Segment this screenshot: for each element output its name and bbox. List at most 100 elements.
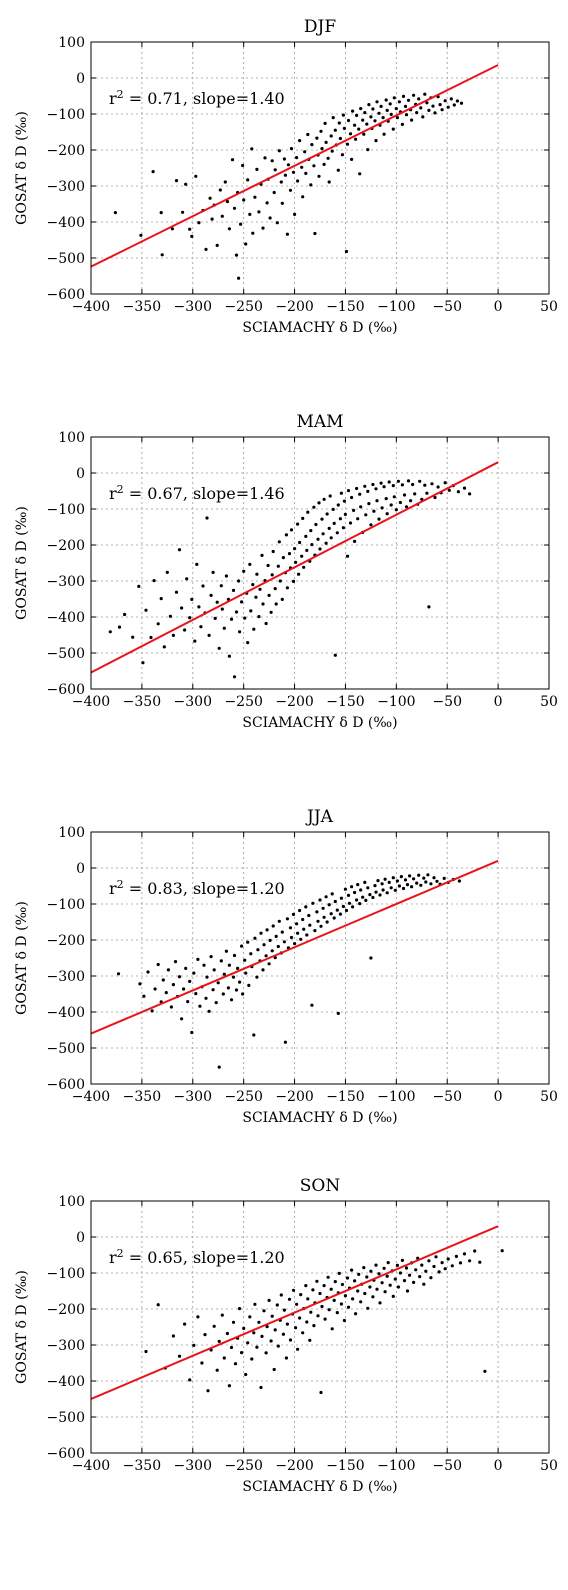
x-tick-label: −250 xyxy=(224,1089,262,1105)
scatter-point xyxy=(401,94,406,98)
scatter-point xyxy=(315,910,319,914)
scatter-point xyxy=(382,132,386,136)
scatter-point xyxy=(412,877,416,881)
scatter-point xyxy=(190,234,194,238)
scatter-point xyxy=(149,635,153,640)
scatter-point xyxy=(209,955,213,959)
scatter-point xyxy=(293,942,297,946)
scatter-point xyxy=(203,1333,207,1337)
scatter-point xyxy=(336,503,340,507)
scatter-point xyxy=(285,586,289,590)
scatter-point xyxy=(431,104,435,108)
scatter-point xyxy=(354,1312,358,1316)
scatter-point xyxy=(168,614,172,618)
scatter-point xyxy=(434,1255,438,1259)
regression-line xyxy=(91,859,499,1035)
scatter-point xyxy=(424,1269,428,1273)
scatter-point xyxy=(252,1331,256,1335)
scatter-point xyxy=(251,231,255,235)
scatter-point xyxy=(443,99,447,103)
scatter-point xyxy=(337,121,341,125)
scatter-points xyxy=(116,873,461,1069)
scatter-point xyxy=(422,876,426,880)
scatter-point xyxy=(341,904,345,909)
scatter-point xyxy=(210,217,214,221)
scatter-point xyxy=(335,908,339,912)
y-tick-label: 100 xyxy=(58,35,85,51)
scatter-point xyxy=(351,905,355,909)
x-tick-label: 0 xyxy=(494,299,503,315)
scatter-point xyxy=(269,610,273,614)
scatter-point xyxy=(336,168,340,172)
scatter-point xyxy=(248,1315,252,1319)
scatter-point xyxy=(215,600,219,604)
scatter-point xyxy=(144,1349,148,1354)
scatter-point xyxy=(315,136,319,140)
scatter-point xyxy=(389,886,393,890)
y-tick-label: −600 xyxy=(47,1077,85,1093)
regression-line xyxy=(91,64,499,268)
scatter-point xyxy=(456,490,460,494)
scatter-point xyxy=(345,1276,350,1280)
scatter-point xyxy=(264,621,268,626)
x-axis-label: SCIAMACHY δ D (‰) xyxy=(242,320,397,336)
scatter-point xyxy=(220,1313,224,1317)
scatter-point xyxy=(333,128,337,132)
scatter-point xyxy=(329,134,333,138)
scatter-point xyxy=(415,111,419,115)
scatter-point xyxy=(146,970,150,974)
scatter-point xyxy=(241,163,245,168)
scatter-point xyxy=(342,1318,346,1323)
scatter-point xyxy=(350,157,354,161)
y-tick-label: −100 xyxy=(47,897,85,913)
scatter-point xyxy=(397,884,401,888)
scatter-point xyxy=(217,1065,221,1069)
regression-line xyxy=(91,461,499,674)
scatter-point xyxy=(366,886,370,890)
scatter-point xyxy=(410,118,414,122)
scatter-point xyxy=(462,486,467,490)
scatter-point xyxy=(363,880,367,885)
scatter-point xyxy=(296,179,300,183)
scatter-point xyxy=(253,936,257,940)
scatter-point xyxy=(289,528,294,532)
scatter-point xyxy=(234,253,239,257)
x-tick-label: −200 xyxy=(275,299,313,315)
fit-annotation: r2 = 0.65, slope=1.20 xyxy=(109,1247,285,1268)
scatter-point xyxy=(234,988,239,992)
scatter-point xyxy=(375,100,379,104)
scatter-point xyxy=(299,1293,303,1297)
scatter-point xyxy=(285,232,289,236)
scatter-point xyxy=(192,971,196,975)
scatter-point xyxy=(387,480,391,484)
scatter-point xyxy=(232,953,237,958)
scatter-point xyxy=(200,1361,204,1365)
scatter-point xyxy=(379,104,383,108)
scatter-point xyxy=(423,483,427,487)
y-tick-label: −400 xyxy=(47,215,85,231)
scatter-point xyxy=(310,543,314,547)
scatter-point xyxy=(345,554,350,558)
scatter-point xyxy=(338,517,342,521)
x-tick-label: −50 xyxy=(432,694,462,710)
y-tick-label: 0 xyxy=(76,466,85,482)
scatter-point xyxy=(239,222,243,226)
scatter-point xyxy=(188,227,192,231)
scatter-point xyxy=(222,972,226,976)
scatter-point xyxy=(333,899,337,904)
scatter-point xyxy=(316,537,320,541)
scatter-point xyxy=(285,1322,289,1326)
scatter-point xyxy=(374,139,378,143)
scatter-point xyxy=(352,508,356,512)
scatter-point xyxy=(473,1249,477,1253)
scatter-point xyxy=(401,886,406,891)
scatter-point xyxy=(429,1276,433,1280)
scatter-point xyxy=(351,109,355,113)
scatter-point xyxy=(250,1357,254,1361)
scatter-point xyxy=(273,1328,277,1332)
scatter-point xyxy=(335,1311,339,1315)
x-tick-label: −250 xyxy=(224,694,262,710)
scatter-point xyxy=(277,540,281,544)
scatter-point xyxy=(216,981,220,985)
scatter-point xyxy=(262,1309,266,1313)
